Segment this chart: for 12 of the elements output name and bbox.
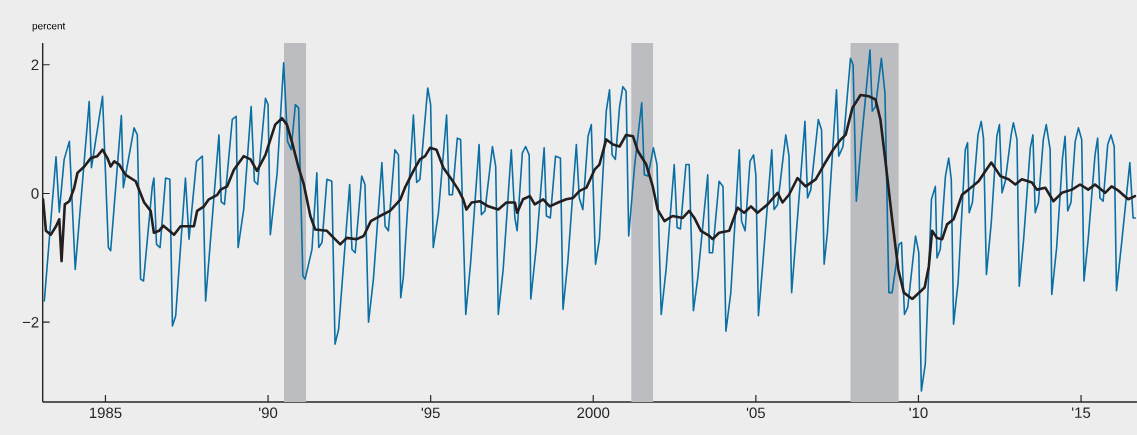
x-tick-label: '90 xyxy=(259,407,278,419)
line-series xyxy=(43,49,1137,392)
y-axis-title: percent xyxy=(32,22,66,32)
x-tick-label: 2000 xyxy=(577,407,610,419)
y-tick-label: 2 xyxy=(31,59,39,71)
x-tick-label: '95 xyxy=(421,407,440,419)
x-tick-label: '10 xyxy=(909,407,928,419)
y-tick-label: −2 xyxy=(22,317,39,328)
x-tick-label: 1985 xyxy=(89,407,122,419)
x-tick-label: '15 xyxy=(1072,407,1091,418)
x-tick-label: '05 xyxy=(746,407,765,419)
y-tick-label: 0 xyxy=(31,188,39,199)
